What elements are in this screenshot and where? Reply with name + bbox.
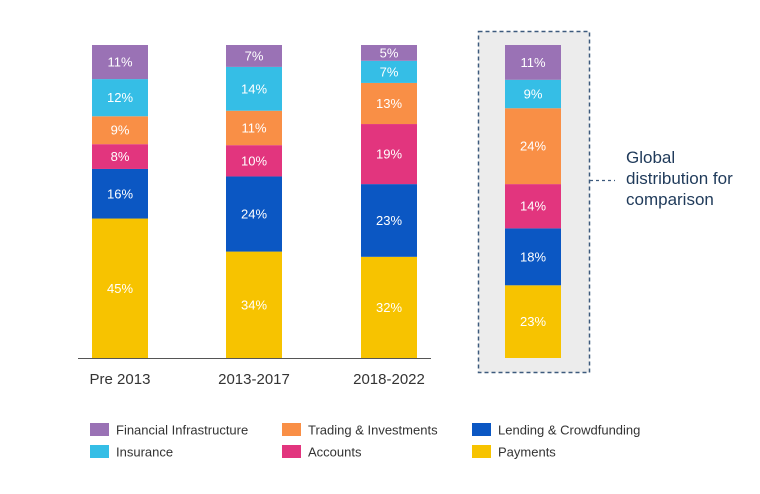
data-label: 23% (376, 213, 402, 228)
bar-segment-accounts-2018-2022 (361, 124, 417, 185)
legend-swatch-financial-infrastructure (90, 423, 109, 436)
data-label: 24% (520, 139, 546, 154)
bar-segment-financial-infrastructure-pre-2013 (92, 45, 148, 80)
data-label: 24% (241, 207, 267, 222)
comparison-segment-trading-and-investments (505, 108, 561, 185)
bar-segment-insurance-2013-2017 (226, 66, 282, 111)
data-label: 19% (376, 147, 402, 162)
bar-segment-trading-and-investments-pre-2013 (92, 116, 148, 145)
legend-swatch-insurance (90, 445, 109, 458)
annotation-text: Global (626, 148, 675, 167)
bar-segment-financial-infrastructure-2018-2022 (361, 45, 417, 61)
data-label: 7% (380, 64, 399, 79)
bar-segment-payments-2018-2022 (361, 256, 417, 358)
comparison-segment-lending-and-crowdfunding (505, 228, 561, 286)
annotation-text: comparison (626, 190, 714, 209)
data-label: 18% (520, 249, 546, 264)
bar-segment-accounts-pre-2013 (92, 144, 148, 169)
bar-segment-financial-infrastructure-2013-2017 (226, 45, 282, 67)
legend-label: Lending & Crowdfunding (498, 423, 640, 438)
legend-swatch-trading-and-investments (282, 423, 301, 436)
bar-segment-insurance-pre-2013 (92, 79, 148, 117)
bar-segment-trading-and-investments-2013-2017 (226, 110, 282, 146)
data-label: 11% (107, 55, 132, 70)
legend-label: Trading & Investments (308, 423, 438, 438)
bar-segment-payments-pre-2013 (92, 218, 148, 358)
data-label: 5% (380, 45, 399, 60)
bar-segment-lending-and-crowdfunding-pre-2013 (92, 168, 148, 219)
data-label: 9% (111, 123, 130, 138)
x-tick-label: 2018-2022 (353, 371, 425, 388)
data-label: 11% (241, 120, 266, 135)
legend-label: Insurance (116, 445, 173, 460)
legend-swatch-payments (472, 445, 491, 458)
data-label: 8% (111, 149, 130, 164)
legend-label: Financial Infrastructure (116, 423, 248, 438)
bar-segment-payments-2013-2017 (226, 251, 282, 358)
bar-segment-accounts-2013-2017 (226, 145, 282, 177)
data-label: 10% (241, 153, 267, 168)
legend-label: Payments (498, 445, 556, 460)
legend-swatch-accounts (282, 445, 301, 458)
bar-segment-lending-and-crowdfunding-2018-2022 (361, 184, 417, 257)
annotation-text: distribution for (626, 169, 733, 188)
x-tick-label: 2013-2017 (218, 371, 290, 388)
comparison-segment-financial-infrastructure (505, 45, 561, 80)
data-label: 14% (520, 199, 546, 214)
legend-label: Accounts (308, 445, 362, 460)
bar-segment-trading-and-investments-2018-2022 (361, 82, 417, 125)
data-label: 11% (520, 55, 545, 70)
data-label: 7% (245, 48, 264, 63)
data-label: 13% (376, 96, 402, 111)
bar-segment-insurance-2018-2022 (361, 60, 417, 83)
data-label: 23% (520, 314, 546, 329)
comparison-segment-accounts (505, 184, 561, 229)
legend-swatch-lending-and-crowdfunding (472, 423, 491, 436)
bar-segment-lending-and-crowdfunding-2013-2017 (226, 176, 282, 252)
x-tick-label: Pre 2013 (90, 371, 151, 388)
data-label: 32% (376, 300, 402, 315)
comparison-segment-insurance (505, 79, 561, 109)
data-label: 14% (241, 81, 267, 96)
data-label: 16% (107, 186, 133, 201)
data-label: 9% (524, 87, 543, 102)
comparison-segment-payments (505, 285, 561, 358)
data-label: 45% (107, 281, 133, 296)
data-label: 34% (241, 297, 267, 312)
data-label: 12% (107, 90, 133, 105)
